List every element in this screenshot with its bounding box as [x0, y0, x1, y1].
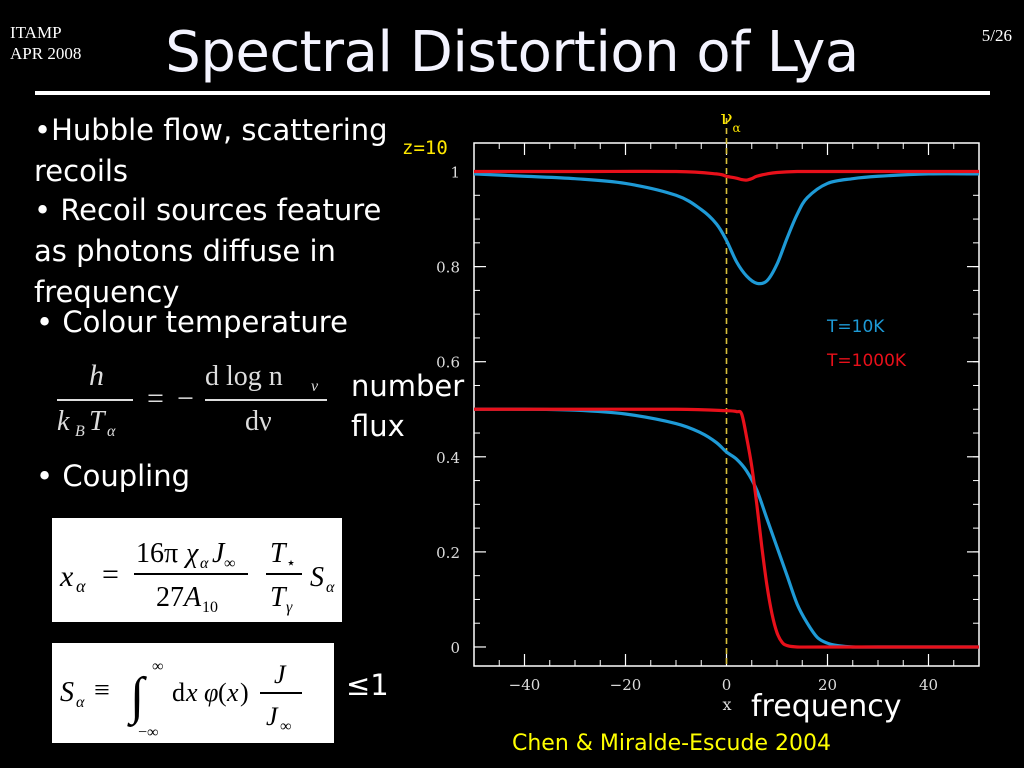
less-equal-one-label: ≤1: [346, 668, 389, 702]
coupling-formula-drawing: x α = 16π χ α J ∞ 27 A 10 T ⋆ T γ S α: [59, 538, 335, 616]
bullet-recoil-line3: frequency: [34, 275, 180, 309]
eq-kb: k: [57, 406, 70, 437]
svg-text:(: (: [218, 678, 227, 707]
series-upper-t10k: [473, 172, 980, 286]
svg-text:S: S: [60, 677, 74, 708]
y-tick-label: 0.2: [436, 544, 460, 562]
eq-dnu: dν: [245, 406, 272, 437]
y-tick-label: 1: [450, 164, 460, 182]
svg-text:⋆: ⋆: [286, 555, 296, 572]
svg-text:=: =: [147, 382, 164, 415]
svg-text:27: 27: [156, 582, 184, 613]
svg-text:d: d: [172, 678, 185, 707]
svg-text:16π: 16π: [136, 538, 178, 569]
y-tick-label: 0: [450, 639, 460, 657]
svg-text:T: T: [270, 538, 288, 569]
svg-text:∞: ∞: [280, 718, 291, 735]
event-name: ITAMP: [10, 23, 62, 42]
svg-text:): ): [240, 678, 249, 707]
svg-text:α: α: [76, 694, 85, 711]
bullet-recoil-line1: • Recoil sources feature: [34, 193, 382, 227]
y-tick-label: 0.4: [436, 449, 460, 467]
frequency-label: frequency: [751, 689, 902, 724]
svg-text:∞: ∞: [152, 658, 163, 675]
y-tick-label: 0.6: [436, 354, 460, 372]
x-axis-label: x: [723, 695, 732, 714]
eq-dlogn: d log n: [205, 361, 283, 392]
panel-label: z=10: [402, 137, 448, 159]
svg-text:=: =: [102, 558, 119, 591]
svg-text:T: T: [89, 406, 107, 437]
series-lower-t1000k: [473, 407, 979, 649]
colour-temperature-equation: h k B T α = − d log n ν dν: [57, 359, 327, 438]
svg-text:χ: χ: [183, 538, 199, 569]
bullet-coupling: • Coupling: [36, 459, 191, 493]
event-label: ITAMP APR 2008: [10, 22, 81, 64]
svg-text:J: J: [274, 660, 287, 689]
series-upper-t1000k: [473, 169, 979, 182]
bullet-hubble-line2: recoils: [34, 154, 129, 188]
svg-text:φ: φ: [204, 678, 218, 707]
svg-text:α: α: [200, 555, 209, 572]
nu-alpha-label: ν: [721, 105, 733, 129]
bullet-hubble-line1: •Hubble flow, scattering: [34, 113, 388, 147]
x-tick-label: 40: [919, 676, 938, 694]
svg-text:x: x: [226, 678, 239, 707]
svg-text:∫: ∫: [127, 668, 147, 727]
page-number: 5/26: [981, 26, 1012, 45]
number-flux-label: number flux: [351, 366, 464, 446]
svg-text:J: J: [266, 702, 279, 731]
x-tick-label: 20: [818, 676, 837, 694]
svg-text:α: α: [326, 579, 335, 596]
svg-text:A: A: [182, 582, 202, 613]
legend-t1000k: T=1000K: [826, 351, 907, 371]
x-tick-label: 0: [722, 676, 732, 694]
label-number: number: [351, 369, 465, 403]
citation: Chen & Miralde-Escude 2004: [512, 731, 831, 756]
svg-text:≡: ≡: [94, 675, 110, 706]
svg-text:x: x: [185, 678, 198, 707]
svg-text:T: T: [270, 582, 288, 613]
svg-text:∞: ∞: [224, 555, 235, 572]
scattering-formula-drawing: S α ≡ ∫ ∞ −∞ d x φ ( x ) J J ∞: [60, 658, 302, 741]
svg-text:S: S: [310, 562, 324, 593]
svg-text:J: J: [212, 538, 226, 569]
title-divider: [35, 91, 990, 95]
nu-alpha-subscript: α: [733, 121, 741, 135]
bullet-list: •Hubble flow, scattering recoils • Recoi…: [34, 110, 414, 313]
spectral-distortion-chart: 0 0.2 0.4 0.6 0.8 1 −40 −20 0 20 40 z=10 ν α x T=1…: [402, 105, 980, 714]
legend-t10k: T=10K: [826, 317, 885, 337]
scattering-correction-formula-image: S α ≡ ∫ ∞ −∞ d x φ ( x ) J J ∞: [52, 643, 334, 743]
label-flux: flux: [351, 409, 405, 443]
svg-text:α: α: [76, 576, 86, 596]
eq-h: h: [89, 359, 104, 392]
bullet-colour-temperature: • Colour temperature: [36, 305, 348, 339]
x-tick-label: −40: [509, 676, 541, 694]
svg-text:B: B: [75, 423, 85, 438]
y-tick-label: 0.8: [436, 259, 460, 277]
svg-text:α: α: [107, 423, 116, 438]
coupling-formula-image: x α = 16π χ α J ∞ 27 A 10 T ⋆ T γ S α: [52, 518, 342, 622]
svg-text:γ: γ: [286, 599, 293, 616]
slide-title: Spectral Distortion of Lya: [165, 20, 859, 85]
svg-text:x: x: [59, 560, 74, 593]
svg-text:ν: ν: [311, 378, 319, 395]
series-lower-t10k: [473, 407, 979, 649]
svg-text:−∞: −∞: [138, 724, 158, 741]
bullet-recoil-line2: as photons diffuse in: [34, 234, 336, 268]
event-date: APR 2008: [10, 44, 82, 63]
svg-text:−: −: [177, 382, 194, 415]
x-tick-label: −20: [610, 676, 642, 694]
svg-text:10: 10: [202, 599, 218, 616]
